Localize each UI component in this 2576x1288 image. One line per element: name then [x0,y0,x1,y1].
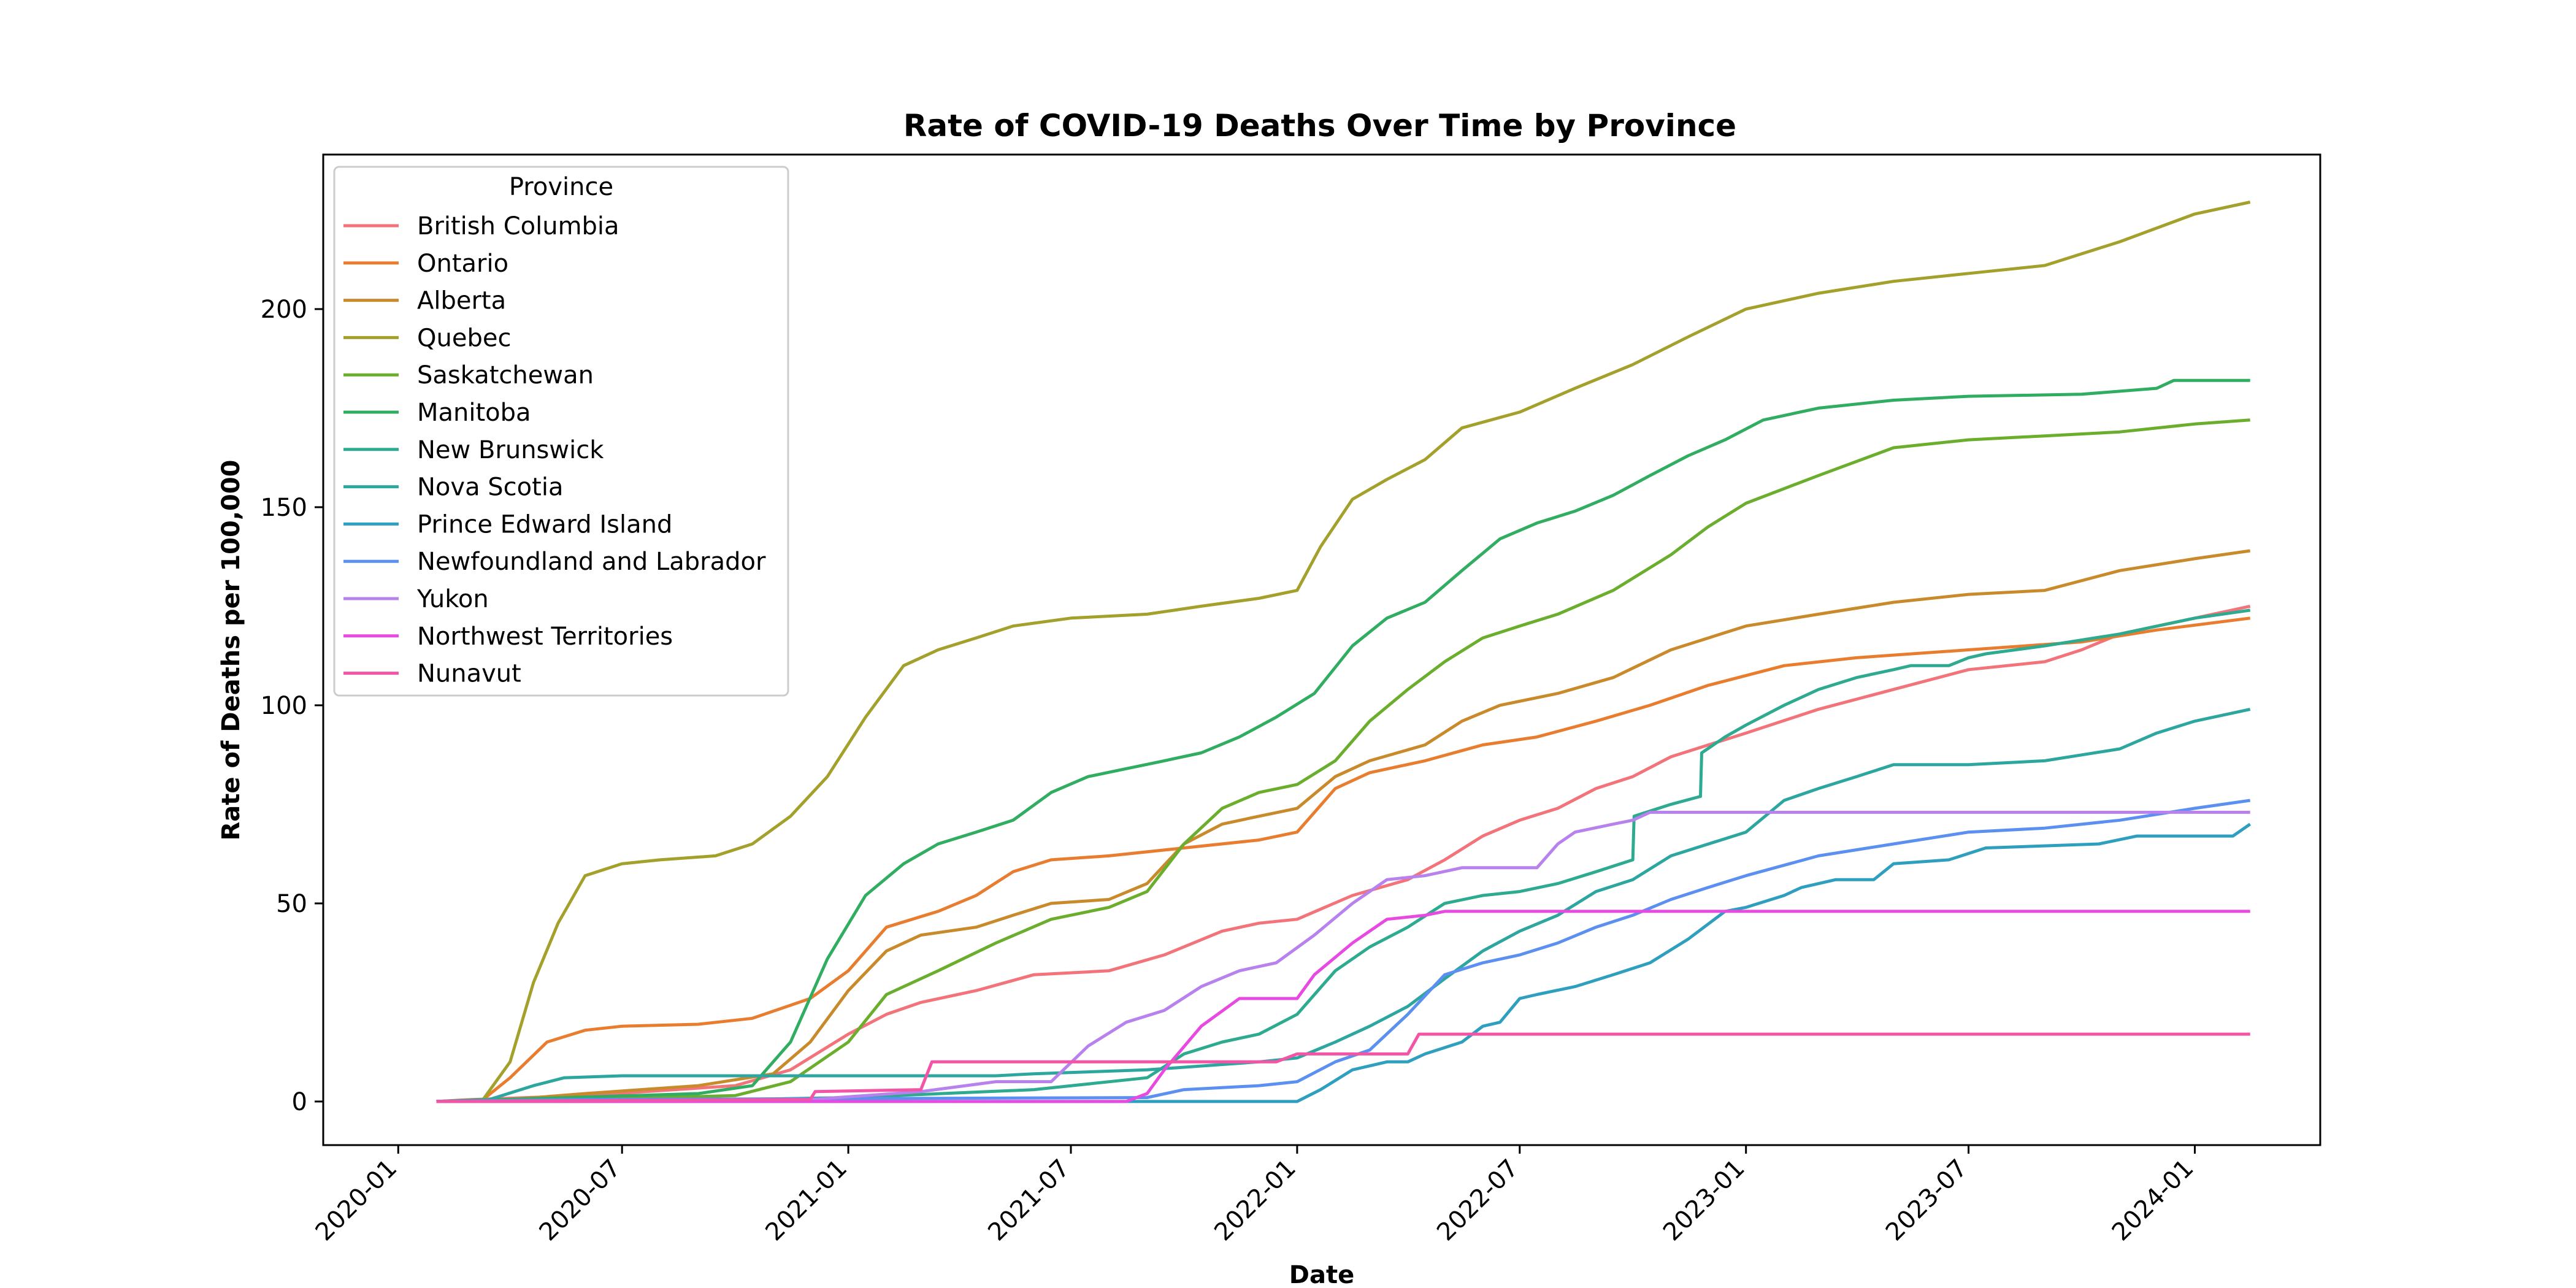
y-tick-label: 200 [261,296,307,324]
legend-items: British Columbia Ontario Alberta Quebec Sask… [343,212,766,688]
series-line-quebec [436,201,2251,1103]
series-line-nova-scotia [436,707,2251,1103]
legend-label-saskatchewan: Saskatchewan [417,361,594,389]
legend-label-newfoundland-and-labrador: Newfoundland and Labrador [417,548,766,576]
y-tick-label: 100 [261,692,307,720]
series-line-new-brunswick [436,608,2251,1103]
legend-label-new-brunswick: New Brunswick [417,436,604,464]
legend-label-ontario: Ontario [417,250,508,278]
x-tick-label: 2024-01 [2107,1154,2199,1247]
legend-label-yukon: Yukon [416,585,489,613]
series-line-manitoba [436,378,2250,1103]
series-line-prince-edward-island [436,822,2252,1103]
y-axis-label: Rate of Deaths per 100,000 [217,459,245,840]
y-tick-label: 150 [261,494,307,522]
x-tick-label: 2021-07 [983,1154,1075,1247]
series-line-ontario [436,616,2251,1103]
x-axis: 2020-01 2020-07 2021-01 2021-07 2022-01 2022-… [310,1145,2199,1246]
x-tick-label: 2021-01 [760,1154,853,1247]
legend-box [333,166,789,697]
legend-label-nova-scotia: Nova Scotia [417,473,563,502]
legend-label-manitoba: Manitoba [417,399,531,427]
y-tick-label: 50 [276,890,307,918]
x-tick-label: 2023-07 [1880,1154,1973,1247]
x-tick-label: 2022-01 [1209,1154,1301,1247]
x-tick-label: 2022-07 [1432,1154,1524,1247]
y-axis: 0 50 100 150 200 [261,296,323,1116]
plot-frame [322,153,2321,1146]
legend-label-nunavut: Nunavut [417,660,521,688]
legend-label-quebec: Quebec [417,324,511,352]
legend: Province British Columbia Ontario Alberta Q… [333,166,789,697]
legend-label-prince-edward-island: Prince Edward Island [417,510,672,539]
x-tick-label: 2020-07 [534,1154,627,1247]
legend-label-alberta: Alberta [417,287,506,315]
x-tick-label: 2020-01 [310,1154,403,1247]
legend-title: Province [509,173,613,201]
series-line-alberta [436,549,2251,1103]
series-line-newfoundland-and-labrador [436,799,2251,1103]
x-tick-label: 2023-01 [1658,1154,1750,1247]
series-line-yukon [436,810,2250,1103]
series-line-nunavut [436,1032,2250,1103]
series-lines [436,201,2252,1103]
y-tick-label: 0 [292,1088,307,1116]
series-line-saskatchewan [436,418,2250,1103]
legend-label-northwest-territories: Northwest Territories [417,623,673,651]
x-axis-label: Date [1289,1261,1354,1288]
legend-label-british-columbia: British Columbia [417,212,619,240]
series-line-northwest-territories [436,910,2250,1103]
chart-title: Rate of COVID-19 Deaths Over Time by Pro… [903,108,1736,144]
